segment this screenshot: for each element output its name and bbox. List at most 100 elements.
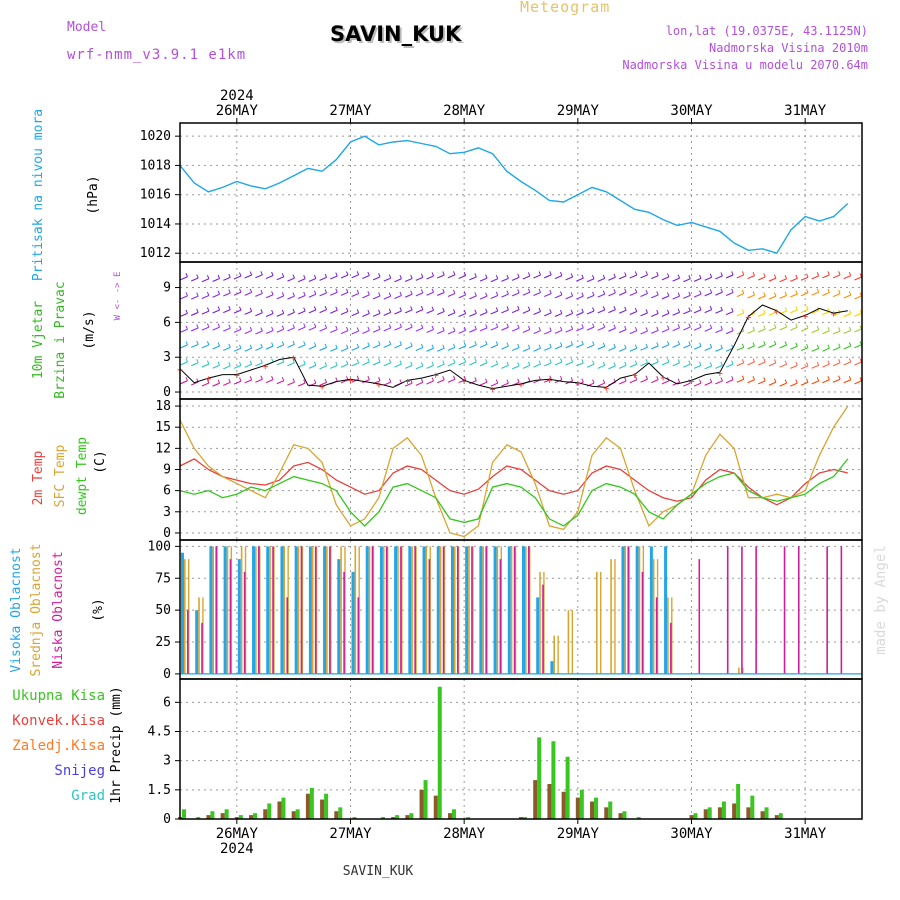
wind-gust-marker: + <box>461 376 467 387</box>
wind-barb <box>822 330 830 335</box>
wind-barb <box>404 293 413 298</box>
wind-barb <box>843 294 852 299</box>
wind-barb <box>618 364 627 369</box>
wind-barb-feather <box>848 358 852 363</box>
wind-barb <box>597 364 605 369</box>
low-cloud-bar <box>627 546 630 674</box>
bottom-date-label: 31MAY <box>784 826 827 842</box>
wind-barb-feather <box>228 378 231 383</box>
wind-barb-feather <box>838 359 841 363</box>
wind-barb-feather <box>495 291 499 296</box>
wind-barb-feather <box>206 360 210 365</box>
wind-gust-marker: + <box>347 375 353 386</box>
wind-barb <box>233 380 242 385</box>
wind-barb-feather <box>613 305 616 310</box>
wind-barb-feather <box>741 375 745 380</box>
wind-barb <box>351 274 359 279</box>
wind-barb <box>608 309 616 314</box>
wind-barb-feather <box>806 378 809 383</box>
wind-barb <box>244 274 252 279</box>
conv-precip-bar <box>732 803 737 819</box>
ytick-label: 15 <box>155 420 171 435</box>
wind-barb <box>533 347 541 352</box>
wind-barb <box>811 380 819 385</box>
wind-barb-feather <box>827 344 830 349</box>
wind-barb <box>661 328 670 333</box>
wind-barb-feather <box>806 324 809 329</box>
mid-cloud-bar <box>283 546 286 674</box>
wind-barb-feather <box>292 324 295 329</box>
wind-barb <box>811 309 819 314</box>
wind-barb <box>351 346 359 351</box>
mid-cloud-bar <box>287 546 289 674</box>
wind-barb-feather <box>613 362 616 367</box>
wind-barb-feather <box>806 273 809 278</box>
wind-barb-feather <box>688 323 691 328</box>
wind-barb-feather <box>613 273 616 278</box>
wind-barb-feather <box>206 291 210 296</box>
wind-barb <box>640 346 648 351</box>
dewpt-line <box>179 458 849 527</box>
mid-cloud-bar <box>486 546 488 674</box>
wind-barb-feather <box>399 291 402 296</box>
wind-barb-feather <box>420 305 424 310</box>
wind-barb-feather <box>581 359 584 364</box>
wind-barb-feather <box>463 358 467 363</box>
wind-barb <box>544 312 552 317</box>
wind-barb <box>629 274 638 279</box>
wind-barb <box>447 292 456 297</box>
wind-gust-marker: + <box>603 383 609 394</box>
wind-barb-feather <box>388 324 392 329</box>
wind-barb <box>501 309 509 314</box>
wind-barb <box>479 362 488 367</box>
mid-cloud-bar <box>628 546 630 674</box>
wind-barb-feather <box>773 324 777 328</box>
conv-precip-bar <box>220 813 225 819</box>
wind-barb-feather <box>356 271 360 275</box>
wind-barb <box>479 327 488 332</box>
wind-barb <box>800 381 809 386</box>
mid-cloud-bar <box>642 546 645 674</box>
conv-precip-bar <box>547 784 552 819</box>
wind-barb <box>779 363 787 368</box>
wind-barb <box>223 365 231 370</box>
wind-barb <box>223 292 231 297</box>
wind-barb <box>404 382 413 387</box>
wind-barb <box>747 379 755 384</box>
wind-barb <box>394 326 402 331</box>
wind-barb-feather <box>217 306 221 311</box>
wind-barb-feather <box>752 271 755 276</box>
wind-barb-feather <box>206 307 210 312</box>
wind-barb <box>458 313 466 318</box>
low-cloud-bar <box>485 546 487 674</box>
wind-barb <box>651 313 659 318</box>
wind-barb-feather <box>356 289 360 294</box>
wind-barb <box>768 277 777 282</box>
wind-barb <box>832 346 841 351</box>
wind-gust-marker: + <box>831 309 837 320</box>
wind-barb <box>469 312 477 317</box>
ytick-label: 0 <box>163 385 171 400</box>
wind-barb-feather <box>699 323 702 328</box>
wind-barb-feather <box>388 340 392 345</box>
wind-barb <box>757 380 766 385</box>
wind-barb <box>597 326 605 331</box>
wind-barb <box>415 276 424 281</box>
ytick-label: 1014 <box>140 217 171 232</box>
wind-barb <box>340 310 349 315</box>
wind-barb-feather <box>848 309 852 314</box>
wind-barb-feather <box>206 341 210 346</box>
ytick-label: 12 <box>155 441 171 456</box>
bottom-year-label: 2024 <box>220 841 254 857</box>
wind-barb-feather <box>239 306 242 311</box>
wind-barb-feather <box>559 291 563 296</box>
low-cloud-bar <box>385 546 388 674</box>
wind-barb-feather <box>431 377 435 382</box>
wind-barb <box>330 347 338 352</box>
conv-precip-bar <box>249 815 254 819</box>
wind-barb <box>800 276 809 281</box>
wind-barb <box>201 344 210 349</box>
wind-barb-feather <box>185 341 188 346</box>
wind-barb-feather <box>185 273 188 277</box>
wind-barb-feather <box>549 271 552 276</box>
